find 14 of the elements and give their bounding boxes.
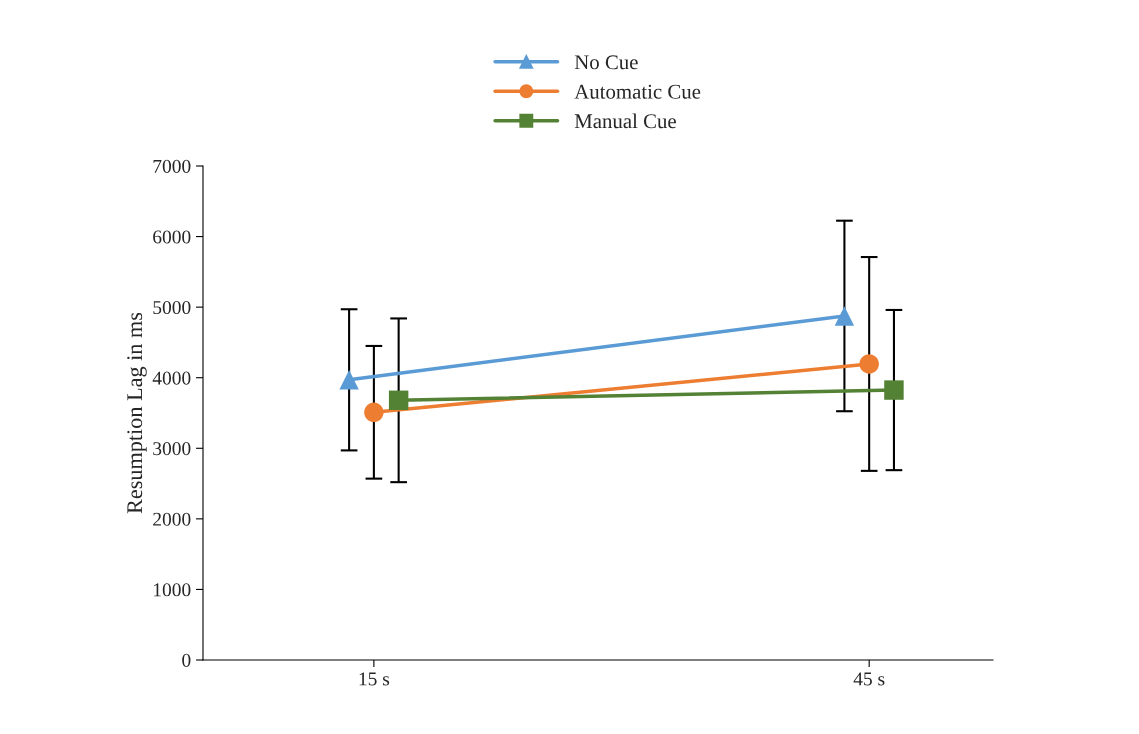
y-tick-label: 7000: [153, 159, 191, 173]
y-tick-label: 4000: [152, 371, 191, 385]
legend-label: No Cue: [574, 55, 638, 70]
y-tick-label: 3000: [153, 442, 191, 456]
y-tick-label: 2000: [153, 512, 191, 526]
y-tick-label: 1000: [154, 583, 191, 597]
y-tick-label: 0: [182, 653, 191, 667]
legend-label: Manual Cue: [574, 113, 676, 129]
y-tick-label: 5000: [153, 300, 191, 315]
legend-label: Automatic Cue: [574, 84, 701, 99]
y-axis-title: Resumption Lag in ms: [127, 312, 147, 514]
y-tick-label: 6000: [153, 230, 191, 244]
x-tick-label: 45 s: [853, 672, 885, 686]
x-tick-label: 15 s: [359, 672, 390, 686]
